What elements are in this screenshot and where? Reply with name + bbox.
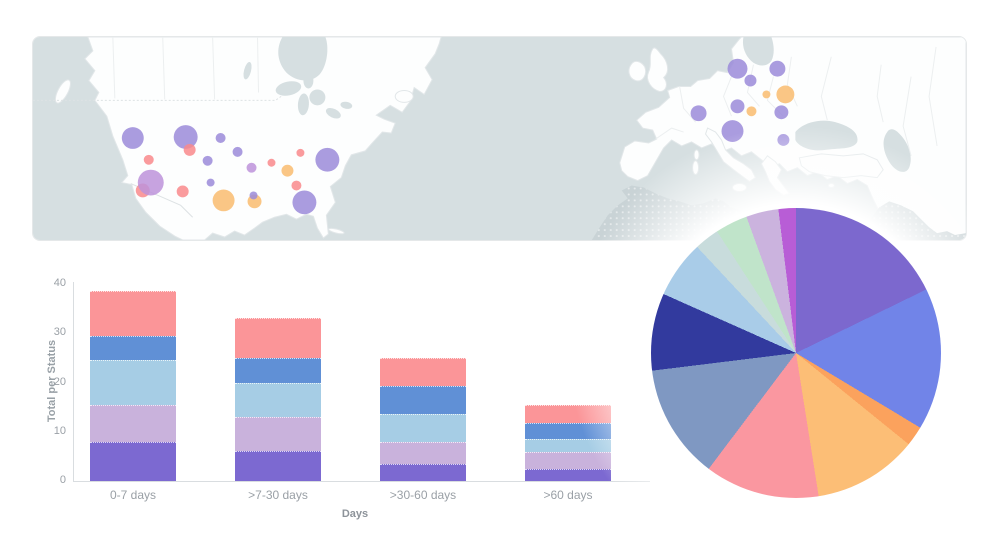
- ireland-island: [628, 60, 647, 82]
- y-tick-label: 30: [53, 326, 66, 339]
- bar-segment-status-5-salmon[interactable]: [525, 404, 611, 423]
- map-bubble-europe[interactable]: [762, 90, 771, 99]
- bar-segment-status-4-blue[interactable]: [525, 422, 611, 440]
- lake-winnipeg: [243, 61, 252, 80]
- map-bubble-north-america[interactable]: [246, 162, 257, 173]
- bar-segment-status-1-purple[interactable]: [525, 468, 611, 481]
- north-america-landmass: [84, 37, 442, 240]
- map-bubble-north-america[interactable]: [232, 146, 243, 157]
- corsica-island: [693, 149, 700, 161]
- x-category-label: >60 days: [543, 488, 593, 502]
- james-bay: [303, 72, 314, 89]
- bar-segment-status-2-lavender[interactable]: [90, 404, 176, 442]
- map-bubble-north-america[interactable]: [176, 185, 189, 198]
- map-bubble-north-america[interactable]: [267, 158, 276, 167]
- x-axis-line: [73, 481, 650, 482]
- bar-segment-status-4-blue[interactable]: [380, 386, 466, 414]
- map-bubble-north-america[interactable]: [215, 133, 226, 143]
- x-category-label: 0-7 days: [109, 488, 157, 502]
- great-britain-island: [647, 47, 669, 92]
- map-bubble-north-america[interactable]: [183, 143, 196, 156]
- sardinia-island: [692, 160, 700, 176]
- map-bubble-north-america[interactable]: [212, 189, 235, 212]
- map-bubble-north-america[interactable]: [173, 125, 198, 149]
- x-axis-title: Days: [341, 508, 369, 520]
- map-bubble-europe[interactable]: [727, 58, 748, 79]
- lake-superior: [275, 81, 302, 96]
- map-bubble-europe[interactable]: [777, 134, 790, 146]
- map-bubble-europe[interactable]: [744, 74, 757, 87]
- map-bubble-north-america[interactable]: [249, 191, 258, 200]
- bar-segment-status-4-blue[interactable]: [235, 357, 321, 383]
- bar-segment-status-5-salmon[interactable]: [380, 357, 466, 387]
- map-bubble-north-america[interactable]: [292, 190, 317, 215]
- cyprus-island: [827, 183, 835, 189]
- sicily-island: [732, 183, 747, 192]
- map-bubble-europe[interactable]: [690, 105, 707, 122]
- map-bubble-north-america[interactable]: [296, 148, 305, 157]
- cuba-island: [328, 227, 345, 235]
- y-tick-label: 0: [59, 474, 66, 486]
- map-bubble-north-america[interactable]: [137, 169, 164, 196]
- coordinate-map-panel[interactable]: [32, 36, 967, 241]
- map-bubble-europe[interactable]: [746, 106, 757, 117]
- bar-segment-status-3-light-blue[interactable]: [380, 413, 466, 442]
- bar-segment-status-1-purple[interactable]: [380, 463, 466, 481]
- us-canada-border: [33, 95, 283, 101]
- lake-michigan: [297, 93, 309, 116]
- stacked-bar-chart: Total per Status 0 10 20 30 40 0-7 days >7-30…: [40, 270, 655, 530]
- bar-segment-status-5-salmon[interactable]: [90, 291, 176, 336]
- baltic-sea: [742, 37, 774, 66]
- x-category-label: >7-30 days: [248, 488, 308, 502]
- bar-segment-status-1-purple[interactable]: [235, 451, 321, 481]
- hudson-bay: [278, 37, 328, 81]
- map-bubble-europe[interactable]: [776, 85, 795, 104]
- map-bubble-europe[interactable]: [721, 120, 744, 142]
- y-tick-label: 10: [53, 424, 66, 437]
- x-category-label: >30-60 days: [389, 488, 457, 502]
- y-tick-label: 20: [53, 375, 66, 388]
- bar-segment-status-5-salmon[interactable]: [235, 318, 321, 358]
- map-bubble-europe[interactable]: [769, 60, 786, 77]
- map-bubble-north-america[interactable]: [202, 155, 213, 166]
- bar-segment-status-3-light-blue[interactable]: [90, 360, 176, 405]
- map-bubble-north-america[interactable]: [143, 154, 154, 165]
- lake-erie: [325, 107, 341, 119]
- lake-ontario: [340, 101, 353, 109]
- map-bubble-north-america[interactable]: [291, 180, 302, 191]
- crete-island: [776, 202, 790, 209]
- y-tick-label: 40: [53, 277, 66, 289]
- map-bubble-north-america[interactable]: [206, 178, 215, 187]
- map-bubble-europe[interactable]: [730, 99, 745, 114]
- lake-huron: [309, 89, 326, 106]
- y-axis-line: [73, 282, 74, 482]
- map-bubble-north-america[interactable]: [281, 164, 294, 177]
- bar-segment-status-3-light-blue[interactable]: [525, 439, 611, 453]
- bar-segment-status-1-purple[interactable]: [90, 441, 176, 481]
- world-map: [33, 37, 966, 240]
- bar-segment-status-2-lavender[interactable]: [525, 452, 611, 469]
- map-bubble-europe[interactable]: [774, 105, 789, 120]
- bar-segment-status-2-lavender[interactable]: [235, 416, 321, 452]
- vancouver-island: [54, 79, 71, 104]
- bar-segment-status-2-lavender[interactable]: [380, 441, 466, 464]
- bar-segment-status-4-blue[interactable]: [90, 335, 176, 361]
- newfoundland-island: [394, 89, 414, 103]
- map-bubble-north-america[interactable]: [121, 127, 144, 149]
- map-bubble-north-america[interactable]: [315, 147, 340, 172]
- bar-segment-status-3-light-blue[interactable]: [235, 382, 321, 417]
- pie-chart[interactable]: [651, 208, 941, 498]
